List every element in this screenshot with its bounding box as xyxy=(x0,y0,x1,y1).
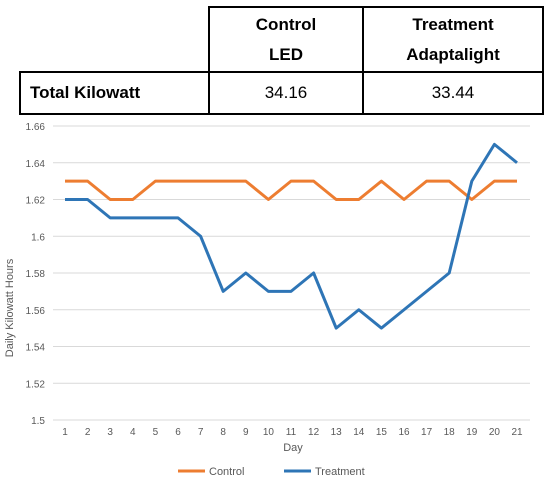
column-header-treatment: Treatment Adaptalight xyxy=(362,6,544,73)
cell-treatment-value: 33.44 xyxy=(362,71,544,115)
legend-label-treatment: Treatment xyxy=(315,466,365,478)
y-axis-label: Daily Kilowatt Hours xyxy=(4,258,16,357)
y-tick-label: 1.66 xyxy=(26,122,46,133)
y-tick-label: 1.64 xyxy=(26,159,46,170)
x-tick-label: 6 xyxy=(175,427,181,438)
row-label: Total Kilowatt xyxy=(19,71,210,115)
y-tick-label: 1.6 xyxy=(31,232,45,243)
x-tick-labels: 1 2 3 4 5 6 7 8 9 10 11 12 13 14 15 16 17 18 19 20 21 xyxy=(62,427,523,438)
series-line-control xyxy=(65,179,517,201)
x-tick-label: 20 xyxy=(489,427,501,438)
x-tick-label: 15 xyxy=(376,427,388,438)
summary-table: Control LED Treatment Adaptalight Total … xyxy=(19,6,544,115)
x-tick-label: 5 xyxy=(153,427,159,438)
x-tick-label: 21 xyxy=(511,427,523,438)
x-tick-label: 17 xyxy=(421,427,433,438)
x-tick-label: 10 xyxy=(263,427,275,438)
y-tick-label: 1.62 xyxy=(26,196,46,207)
x-tick-label: 3 xyxy=(107,427,113,438)
table-header-row: Control LED Treatment Adaptalight xyxy=(20,6,544,73)
x-tick-label: 16 xyxy=(398,427,410,438)
grid-lines xyxy=(53,125,530,421)
column-header-line: LED xyxy=(269,44,303,64)
x-axis-label: Day xyxy=(283,442,303,454)
y-tick-label: 1.52 xyxy=(26,379,46,390)
column-header-line: Adaptalight xyxy=(406,44,500,64)
y-tick-labels: 1.5 1.52 1.54 1.56 1.58 1.6 1.62 1.64 1.66 xyxy=(26,122,46,427)
y-tick-label: 1.56 xyxy=(26,306,46,317)
table-corner-cell xyxy=(20,7,210,73)
x-tick-label: 2 xyxy=(85,427,91,438)
y-tick-label: 1.5 xyxy=(31,416,45,427)
legend: Control Treatment xyxy=(178,466,365,478)
x-tick-label: 9 xyxy=(243,427,249,438)
x-tick-label: 14 xyxy=(353,427,365,438)
table-row: Total Kilowatt 34.16 33.44 xyxy=(19,71,544,115)
x-tick-label: 19 xyxy=(466,427,478,438)
x-tick-label: 1 xyxy=(62,427,68,438)
series-lines xyxy=(65,142,518,330)
x-tick-label: 4 xyxy=(130,427,136,438)
column-header-control: Control LED xyxy=(208,6,364,73)
column-header-line: Treatment xyxy=(412,14,494,34)
y-tick-label: 1.54 xyxy=(26,343,46,354)
series-line-treatment xyxy=(65,142,518,330)
x-tick-label: 8 xyxy=(220,427,226,438)
y-tick-label: 1.58 xyxy=(26,269,46,280)
cell-control-value: 34.16 xyxy=(208,71,364,115)
x-tick-label: 11 xyxy=(286,427,297,438)
column-header-line: Control xyxy=(255,14,317,34)
legend-label-control: Control xyxy=(209,466,244,478)
x-tick-label: 12 xyxy=(308,427,320,438)
x-tick-label: 7 xyxy=(198,427,204,438)
x-tick-label: 18 xyxy=(444,427,456,438)
x-tick-label: 13 xyxy=(331,427,343,438)
